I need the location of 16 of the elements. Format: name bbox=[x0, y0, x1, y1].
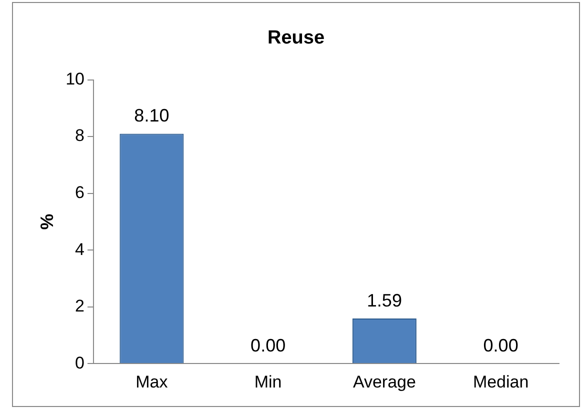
y-axis-title: % bbox=[36, 214, 57, 230]
chart-title: Reuse bbox=[267, 28, 325, 49]
x-tick-label: Median bbox=[472, 372, 529, 392]
x-tick-label: Average bbox=[352, 372, 416, 392]
x-tick-label: Min bbox=[254, 372, 282, 392]
data-label: 0.00 bbox=[250, 336, 286, 356]
data-label: 0.00 bbox=[483, 336, 518, 356]
y-tick-label: 4 bbox=[75, 240, 85, 259]
y-tick-label: 10 bbox=[66, 69, 85, 88]
data-label: 8.10 bbox=[134, 106, 170, 126]
y-tick-label: 0 bbox=[75, 353, 85, 372]
y-tick-label: 2 bbox=[75, 296, 85, 316]
y-tick-label: 8 bbox=[75, 126, 85, 146]
x-tick-label: Max bbox=[136, 372, 168, 392]
data-label: 1.59 bbox=[366, 290, 402, 310]
y-tick-label: 6 bbox=[75, 183, 85, 202]
